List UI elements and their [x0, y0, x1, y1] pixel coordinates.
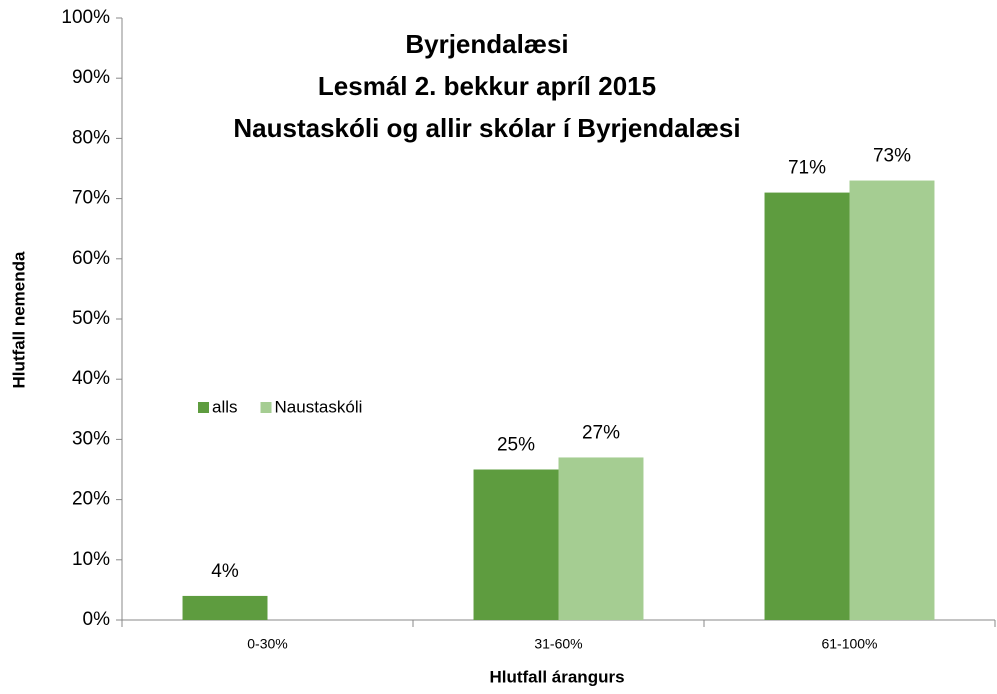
value-label: 27% [582, 422, 620, 443]
legend-swatch [260, 402, 272, 413]
legend-label: alls [212, 397, 238, 416]
chart-title: Lesmál 2. bekkur apríl 2015 [318, 71, 656, 101]
value-label: 4% [211, 561, 239, 582]
bar [558, 457, 644, 620]
y-tick-label: 80% [72, 127, 110, 148]
x-tick-label: 31-60% [534, 636, 582, 652]
y-tick-label: 40% [72, 368, 110, 389]
value-label: 71% [788, 158, 826, 179]
y-tick-label: 30% [72, 428, 110, 449]
value-label: 73% [873, 146, 911, 167]
y-tick-label: 10% [72, 549, 110, 570]
bar [182, 595, 268, 620]
x-axis-title: Hlutfall árangurs [489, 667, 624, 686]
y-tick-label: 50% [72, 308, 110, 329]
y-tick-label: 60% [72, 248, 110, 269]
bar [473, 469, 559, 620]
legend-label: Naustaskóli [275, 397, 363, 416]
x-tick-label: 0-30% [247, 636, 287, 652]
value-label: 25% [497, 435, 535, 456]
y-tick-label: 20% [72, 489, 110, 510]
chart-title: Byrjendalæsi [405, 29, 568, 59]
y-axis-title: Hlutfall nemenda [9, 251, 28, 389]
x-tick-label: 61-100% [821, 636, 877, 652]
y-tick-label: 90% [72, 67, 110, 88]
y-tick-label: 70% [72, 188, 110, 209]
y-tick-label: 0% [83, 609, 111, 630]
bar [764, 192, 850, 620]
legend-swatch [198, 402, 209, 413]
bar [849, 180, 935, 621]
chart-title: Naustaskóli og allir skólar í Byrjendalæ… [233, 113, 740, 143]
y-tick-label: 100% [61, 7, 110, 28]
